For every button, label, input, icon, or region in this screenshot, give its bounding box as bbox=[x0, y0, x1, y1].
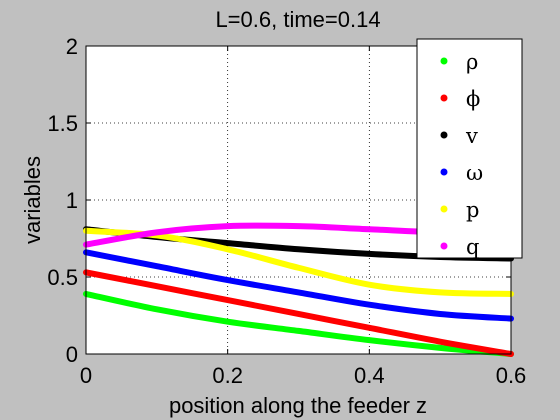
x-tick-label: 0.6 bbox=[496, 363, 527, 388]
series-line-1 bbox=[83, 290, 514, 357]
legend-marker bbox=[440, 57, 448, 65]
y-tick-label: 0.5 bbox=[47, 265, 78, 290]
y-tick-label: 1.5 bbox=[47, 111, 78, 136]
series-line-5 bbox=[83, 227, 514, 297]
legend-label: ω bbox=[466, 161, 483, 185]
tick-labels: 0 0.2 0.4 0.6 0 0.5 1 1.5 2 bbox=[47, 34, 526, 388]
legend-label: v bbox=[465, 124, 478, 148]
legend-label: p bbox=[466, 198, 479, 222]
legend-marker bbox=[440, 242, 448, 250]
legend-marker bbox=[440, 205, 448, 213]
y-axis-label: variables bbox=[20, 156, 45, 244]
x-tick-label: 0.2 bbox=[212, 363, 243, 388]
x-axis-label: position along the feeder z bbox=[169, 393, 427, 418]
x-tick-label: 0 bbox=[80, 363, 92, 388]
y-tick-label: 1 bbox=[66, 188, 78, 213]
legend-label: ρ bbox=[466, 50, 478, 74]
legend-box bbox=[416, 38, 523, 259]
series-line-2 bbox=[83, 269, 514, 357]
legend-label: q bbox=[466, 235, 479, 259]
legend-marker bbox=[440, 94, 448, 102]
legend-label: ϕ bbox=[466, 87, 480, 111]
x-tick-label: 0.4 bbox=[354, 363, 385, 388]
series-line-4 bbox=[83, 249, 514, 322]
chart-title: L=0.6, time=0.14 bbox=[215, 7, 380, 32]
y-tick-label: 2 bbox=[66, 34, 78, 59]
legend-marker bbox=[440, 168, 448, 176]
y-tick-label: 0 bbox=[66, 342, 78, 367]
legend-marker bbox=[440, 131, 448, 139]
